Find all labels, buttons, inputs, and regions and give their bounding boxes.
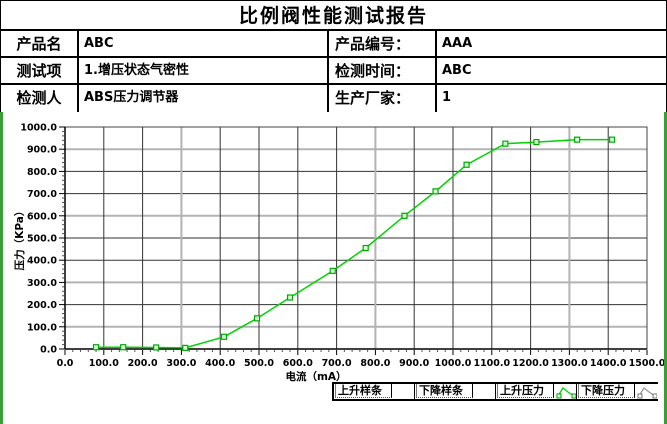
svg-text:电流（mA）: 电流（mA）	[285, 370, 346, 383]
rise-pressure-curve-icon[interactable]	[555, 384, 577, 399]
legend-item-rise-pressure[interactable]: 上升压力	[497, 384, 554, 398]
info-table: 产品名 ABC 产品编号： AAA 测试项 1.增压状态气密性 检测时间： AB…	[1, 31, 666, 112]
legend-group-fall-pressure: 下降压力	[577, 384, 658, 399]
svg-text:500.0: 500.0	[27, 234, 57, 245]
svg-text:1200.0: 1200.0	[512, 358, 549, 369]
legend-group-rise-spline: 上升样条	[334, 384, 415, 399]
svg-text:400.0: 400.0	[27, 256, 57, 267]
svg-text:600.0: 600.0	[283, 358, 313, 369]
pressure-current-chart: 0.0 100.0 200.0 300.0 400.0 500.0 600.0 700.0 80…	[13, 123, 664, 384]
rise-spline-swatch[interactable]	[393, 384, 415, 399]
svg-text:300.0: 300.0	[27, 278, 57, 289]
test-item-label: 测试项	[1, 58, 79, 85]
report-header: 比例阀性能测试报告 产品名 ABC 产品编号： AAA 测试项 1.增压状态气密…	[0, 0, 667, 113]
svg-text:1000.0: 1000.0	[20, 123, 57, 134]
fall-pressure-curve-icon[interactable]	[636, 384, 658, 399]
inspector-label: 检测人	[1, 85, 79, 112]
page-title: 比例阀性能测试报告	[1, 1, 666, 31]
legend-item-fall-spline[interactable]: 下降样条	[416, 384, 473, 398]
test-time-label: 检测时间：	[329, 58, 437, 85]
legend-group-rise-pressure: 上升压力	[496, 384, 577, 399]
inspector-value: ABS压力调节器	[79, 85, 329, 112]
svg-text:1300.0: 1300.0	[551, 358, 588, 369]
svg-text:200.0: 200.0	[27, 300, 57, 311]
test-item-value: 1.增压状态气密性	[79, 58, 329, 85]
svg-text:1400.0: 1400.0	[590, 358, 627, 369]
svg-text:900.0: 900.0	[399, 358, 429, 369]
svg-text:200.0: 200.0	[128, 358, 158, 369]
svg-text:800.0: 800.0	[360, 358, 390, 369]
svg-text:1100.0: 1100.0	[473, 358, 510, 369]
product-no-label: 产品编号：	[329, 31, 437, 58]
svg-text:500.0: 500.0	[244, 358, 274, 369]
legend-item-fall-pressure[interactable]: 下降压力	[578, 384, 635, 398]
legend-group-fall-spline: 下降样条	[415, 384, 496, 399]
svg-text:600.0: 600.0	[27, 211, 57, 222]
svg-text:1000.0: 1000.0	[435, 358, 472, 369]
svg-text:300.0: 300.0	[166, 358, 196, 369]
fall-spline-swatch[interactable]	[474, 384, 496, 399]
svg-text:1500.0: 1500.0	[629, 358, 664, 369]
product-name-label: 产品名	[1, 31, 79, 58]
svg-text:压力（KPa）: 压力（KPa）	[13, 206, 26, 271]
svg-text:0.0: 0.0	[40, 345, 57, 356]
test-time-value: ABC	[437, 58, 666, 85]
chart-legend: 上升样条 下降样条 上升压力 下降压力	[332, 382, 658, 401]
svg-text:0.0: 0.0	[57, 358, 74, 369]
svg-text:100.0: 100.0	[27, 322, 57, 333]
svg-text:400.0: 400.0	[205, 358, 235, 369]
svg-text:900.0: 900.0	[27, 145, 57, 156]
svg-text:700.0: 700.0	[27, 189, 57, 200]
svg-text:100.0: 100.0	[89, 358, 119, 369]
svg-text:700.0: 700.0	[322, 358, 352, 369]
legend-item-rise-spline[interactable]: 上升样条	[335, 384, 392, 398]
chart-panel: 0.0 100.0 200.0 300.0 400.0 500.0 600.0 700.0 80…	[0, 112, 667, 424]
manufacturer-value: 1	[442, 90, 452, 105]
product-name-value: ABC	[79, 31, 329, 58]
svg-text:800.0: 800.0	[27, 167, 57, 178]
product-no-value: AAA	[437, 31, 666, 58]
manufacturer-label: 生产厂家：	[329, 85, 437, 112]
